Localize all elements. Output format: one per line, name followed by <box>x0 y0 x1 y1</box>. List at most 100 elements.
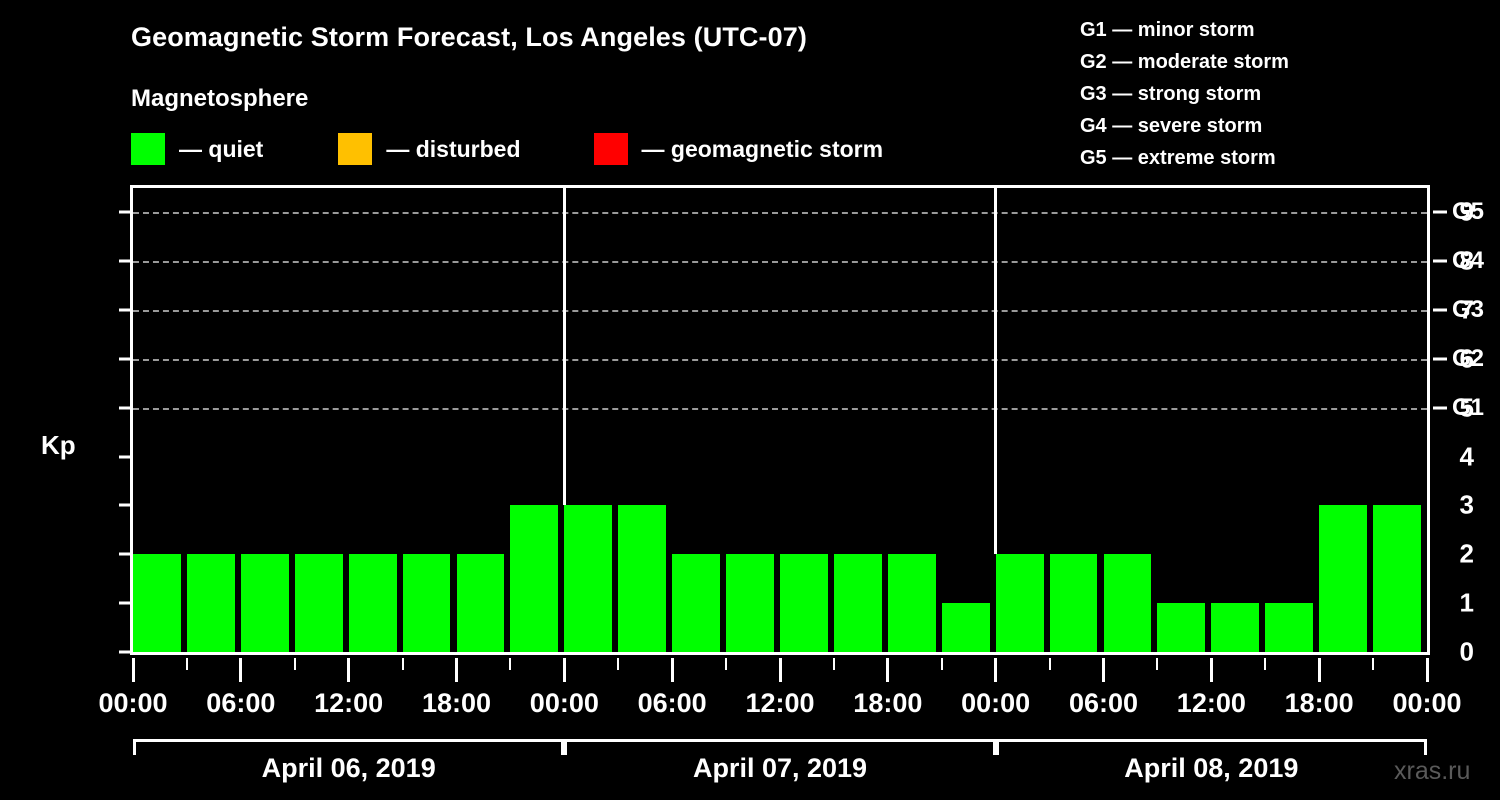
x-tick-minor-19 <box>1156 658 1159 670</box>
gridline-kp-9 <box>133 212 1427 215</box>
x-tick-major-22 <box>1317 658 1321 682</box>
g-tick-mark-G5 <box>1433 210 1447 214</box>
x-tick-minor-3 <box>293 658 296 670</box>
bar-kp <box>618 505 667 652</box>
y-tick-label-4: 4 <box>1459 441 1474 472</box>
y-tick-mark-3 <box>119 503 133 507</box>
disturbed-legend: — disturbed <box>338 133 521 165</box>
x-tick-major-2 <box>239 658 243 682</box>
day-separator-2 <box>994 188 998 555</box>
x-tick-major-0 <box>131 658 135 682</box>
geomagnetic-storm-legend: — geomagnetic storm <box>593 133 883 165</box>
bar-kp <box>726 554 774 652</box>
x-tick-minor-21 <box>1264 658 1267 670</box>
x-tick-minor-23 <box>1372 658 1375 670</box>
magnetosphere-heading: Magnetosphere <box>131 85 309 112</box>
color-legend: — quiet — disturbed — geomagnetic storm <box>131 133 883 165</box>
geomagnetic-storm-legend-swatch <box>593 133 628 165</box>
x-tick-label-8: 00:00 <box>529 688 599 718</box>
x-tick-label-20: 12:00 <box>1176 688 1246 718</box>
bar-kp <box>133 554 181 652</box>
g-tick-label-G5: G5 <box>1452 198 1485 226</box>
y-tick-label-2: 2 <box>1459 538 1474 569</box>
gridline-kp-8 <box>133 261 1427 264</box>
bar-kp <box>1319 505 1368 652</box>
day-separator-1 <box>562 188 566 506</box>
x-tick-label-24: 00:00 <box>1392 688 1462 718</box>
x-tick-label-0: 00:00 <box>98 688 168 718</box>
bar-kp <box>941 603 990 652</box>
x-tick-major-4 <box>347 658 351 682</box>
bar-kp <box>1103 554 1152 652</box>
x-tick-major-20 <box>1209 658 1213 682</box>
g-tick-mark-G4 <box>1433 259 1447 263</box>
bar-kp <box>564 505 613 652</box>
quiet-legend-label: — quiet <box>179 135 264 162</box>
g-tick-label-G3: G3 <box>1452 296 1485 324</box>
g-tick-mark-G1 <box>1433 406 1447 410</box>
x-tick-major-14 <box>886 658 890 682</box>
y-tick-mark-8 <box>119 259 133 263</box>
gridline-kp-6 <box>133 358 1427 361</box>
bar-kp <box>186 554 235 652</box>
bar-kp <box>240 554 289 652</box>
x-tick-label-2: 06:00 <box>206 688 276 718</box>
day-bracket-2 <box>564 739 996 755</box>
day-bracket-3 <box>995 739 1427 755</box>
g-tick-label-G2: G2 <box>1452 344 1485 372</box>
bar-kp <box>510 505 559 652</box>
g-scale-row-4: G4 — severe storm <box>1080 115 1263 137</box>
gridline-kp-5 <box>133 407 1427 410</box>
y-tick-mark-6 <box>119 357 133 361</box>
g-scale-row-3: G3 — strong storm <box>1080 83 1262 105</box>
x-tick-minor-1 <box>185 658 188 670</box>
x-tick-minor-15 <box>940 658 943 670</box>
bar-kp <box>402 554 451 652</box>
g-scale-row-1: G1 — minor storm <box>1080 19 1255 41</box>
y-tick-mark-1 <box>119 601 133 605</box>
bar-kp <box>456 554 505 652</box>
day-bracket-1 <box>133 739 565 755</box>
y-tick-mark-2 <box>119 552 133 556</box>
bar-kp <box>348 554 397 652</box>
g-tick-mark-G3 <box>1433 308 1447 312</box>
y-tick-mark-4 <box>119 455 133 459</box>
x-tick-label-12: 12:00 <box>745 688 815 718</box>
chart-plot-area <box>130 185 1430 655</box>
y-tick-label-5: 5 <box>1459 392 1474 423</box>
x-tick-major-18 <box>1102 658 1105 682</box>
x-tick-label-22: 18:00 <box>1284 688 1354 718</box>
y-axis-title: Kp <box>41 430 76 460</box>
y-tick-label-9: 9 <box>1459 196 1474 227</box>
y-tick-mark-7 <box>119 308 133 312</box>
g-tick-mark-G2 <box>1433 357 1447 361</box>
y-tick-label-8: 8 <box>1459 245 1474 276</box>
x-tick-major-12 <box>778 658 782 682</box>
x-tick-label-4: 12:00 <box>314 688 384 718</box>
y-tick-mark-9 <box>119 210 133 214</box>
y-tick-label-3: 3 <box>1459 489 1474 520</box>
g-tick-label-G4: G4 <box>1452 247 1485 275</box>
x-tick-label-16: 00:00 <box>961 688 1031 718</box>
page-title: Geomagnetic Storm Forecast, Los Angeles … <box>131 22 807 52</box>
disturbed-legend-label: — disturbed <box>386 135 521 162</box>
bar-kp <box>672 554 721 652</box>
x-tick-major-6 <box>455 658 458 682</box>
g-scale-legend: G1 — minor storm G2 — moderate storm G3 — … <box>1080 14 1289 174</box>
g-tick-label-G1: G1 <box>1452 393 1485 421</box>
x-tick-minor-13 <box>832 658 835 670</box>
bar-kp <box>294 554 343 652</box>
quiet-legend-swatch <box>131 133 165 165</box>
watermark: xras.ru <box>1394 757 1471 785</box>
day-label-3: April 08, 2019 <box>1124 753 1299 783</box>
x-tick-label-14: 18:00 <box>853 688 923 718</box>
x-tick-minor-7 <box>509 658 512 670</box>
x-tick-major-8 <box>562 658 566 682</box>
x-tick-label-18: 06:00 <box>1068 688 1139 718</box>
bar-kp <box>1157 603 1206 652</box>
x-tick-minor-5 <box>401 658 404 670</box>
x-tick-label-10: 06:00 <box>637 688 707 718</box>
bar-kp <box>1265 603 1314 652</box>
y-tick-mark-5 <box>119 406 133 410</box>
day-label-2: April 07, 2019 <box>692 753 868 783</box>
